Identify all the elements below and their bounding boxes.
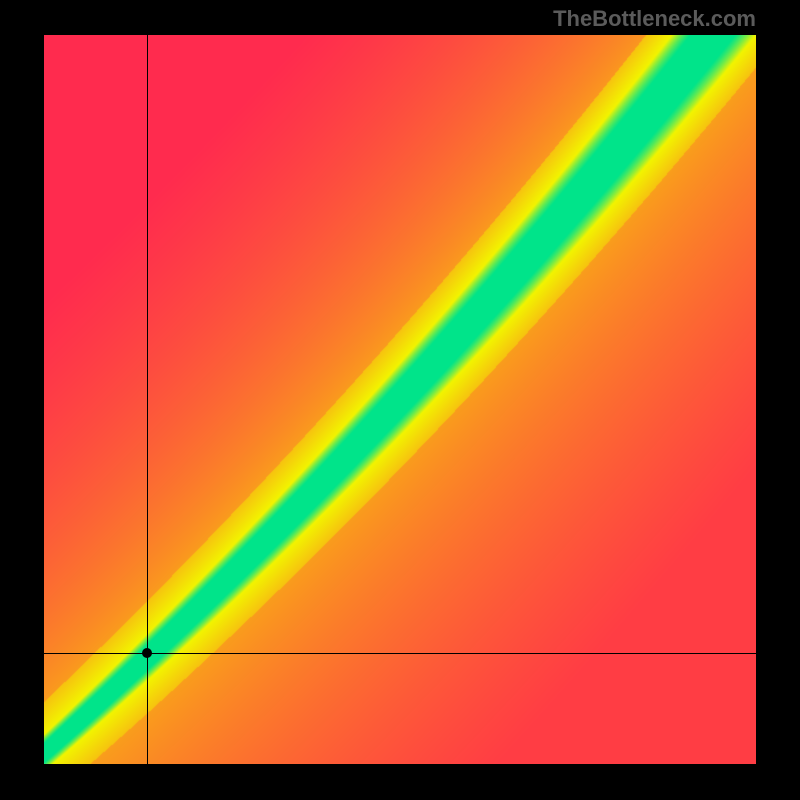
- heatmap-plot: [44, 35, 756, 764]
- watermark-text: TheBottleneck.com: [553, 6, 756, 32]
- crosshair-marker: [142, 648, 152, 658]
